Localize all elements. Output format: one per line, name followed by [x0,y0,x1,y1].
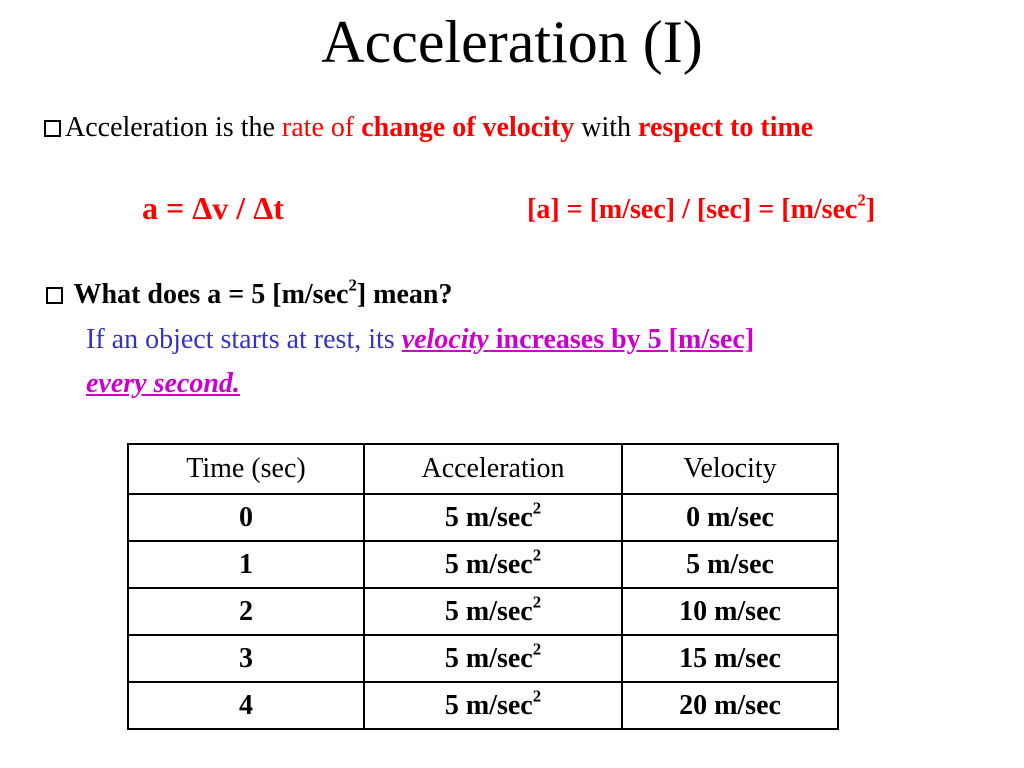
checkbox-bullet-icon [46,287,63,304]
table-row: 0 5 m/sec2 0 m/sec [127,493,839,542]
accel-superscript: 2 [532,497,542,517]
question-bullet: What does a = 5 [m/sec2] mean? [46,277,453,311]
definition-text-5: respect to time [638,112,814,143]
accel-unit: m/sec [465,642,533,674]
cell-time: 4 [127,681,365,730]
cell-acceleration: 5 m/sec2 [363,493,623,542]
accel-value: 5 [444,595,459,627]
accel-superscript: 2 [532,544,542,564]
cell-velocity: 5 m/sec [621,540,839,589]
cell-time: 3 [127,634,365,683]
cell-time: 2 [127,587,365,636]
definition-text-3: change of velocity [361,112,575,143]
table-row: 4 5 m/sec2 20 m/sec [127,681,839,730]
delta-symbol: Δ [192,190,213,226]
acceleration-formula: a = Δv / Δt [142,190,284,227]
header-time: Time (sec) [127,443,365,495]
slide-title: Acceleration (I) [321,9,703,75]
units-text-end: ] [865,194,876,225]
accel-value: 5 [444,501,459,533]
definition-text-2: rate of [281,112,355,143]
units-formula: [a] = [m/sec] / [sec] = [m/sec2] [527,192,876,226]
cell-acceleration: 5 m/sec2 [363,540,623,589]
accel-superscript: 2 [532,685,542,705]
answer-velocity-word: velocity [401,324,489,355]
accel-unit: m/sec [465,689,533,721]
table-row: 1 5 m/sec2 5 m/sec [127,540,839,589]
table-row: 3 5 m/sec2 15 m/sec [127,634,839,683]
table-header-row: Time (sec) Acceleration Velocity [127,443,839,495]
accel-value: 5 [444,548,459,580]
definition-text-1: Acceleration is the [65,112,275,143]
formula-v: v / [212,190,254,226]
header-acceleration: Acceleration [363,443,623,495]
cell-acceleration: 5 m/sec2 [363,634,623,683]
question-text: What does a = 5 [m/sec [73,279,349,310]
answer-text: If an object starts at rest, its [86,324,402,355]
kinematics-table: Time (sec) Acceleration Velocity 0 5 m/s… [127,443,839,730]
table-row: 2 5 m/sec2 10 m/sec [127,587,839,636]
cell-velocity: 10 m/sec [621,587,839,636]
cell-velocity: 15 m/sec [621,634,839,683]
answer-line-2: every second. [86,362,754,406]
question-text-end: ] mean? [356,279,453,310]
answer-block: If an object starts at rest, its velocit… [86,318,754,406]
accel-value: 5 [444,689,459,721]
header-velocity: Velocity [621,443,839,495]
cell-acceleration: 5 m/sec2 [363,587,623,636]
accel-superscript: 2 [532,591,542,611]
definition-bullet: Acceleration is the rate of change of ve… [44,112,813,144]
accel-unit: m/sec [465,501,533,533]
answer-increases-text: increases by 5 [m/sec] [488,324,755,355]
cell-time: 1 [127,540,365,589]
formula-a: a = [142,190,193,226]
accel-superscript: 2 [532,638,542,658]
checkbox-bullet-icon [44,120,61,137]
cell-velocity: 0 m/sec [621,493,839,542]
answer-line-1: If an object starts at rest, its velocit… [86,318,754,362]
accel-value: 5 [444,642,459,674]
cell-velocity: 20 m/sec [621,681,839,730]
formula-t: t [273,190,284,226]
definition-text-4: with [581,112,632,143]
accel-unit: m/sec [465,548,533,580]
units-superscript: 2 [857,190,866,210]
accel-unit: m/sec [465,595,533,627]
answer-every-second: every second. [86,368,240,399]
units-text: [a] = [m/sec] / [sec] = [m/sec [527,194,858,225]
delta-symbol: Δ [253,190,274,226]
cell-acceleration: 5 m/sec2 [363,681,623,730]
cell-time: 0 [127,493,365,542]
question-superscript: 2 [348,275,357,295]
